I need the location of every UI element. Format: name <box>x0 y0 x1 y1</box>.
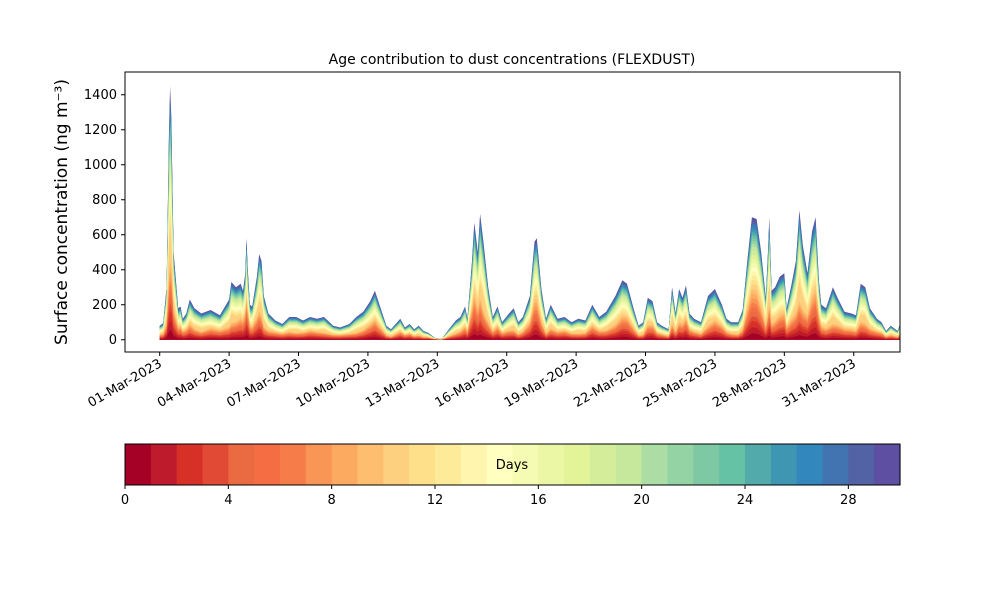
x-tick-label: 19-Mar-2023 <box>502 356 581 410</box>
colorbar-swatch <box>745 444 772 485</box>
x-tick-label: 25-Mar-2023 <box>641 356 720 410</box>
y-tick-label: 400 <box>92 263 117 278</box>
age-layer-2 <box>159 310 900 340</box>
plot-area <box>159 86 900 340</box>
age-layer-0 <box>159 329 900 340</box>
colorbar-label: Days <box>496 458 529 473</box>
colorbar-swatch <box>796 444 824 485</box>
y-tick-label: 200 <box>92 298 117 313</box>
colorbar-frame <box>124 443 901 486</box>
colorbar-swatch <box>564 444 591 485</box>
x-tick-label: 01-Mar-2023 <box>86 356 165 410</box>
chart-title: Age contribution to dust concentrations … <box>329 52 696 68</box>
colorbar-swatch <box>357 444 384 485</box>
plot-frame <box>124 71 901 353</box>
x-axis: 01-Mar-202304-Mar-202307-Mar-202310-Mar-… <box>86 352 859 411</box>
colorbar-swatch <box>512 444 539 485</box>
colorbar-swatch <box>460 444 488 485</box>
colorbar-swatch <box>305 444 333 485</box>
y-axis: 0 200 400 600 800 1000 1200 1400 <box>84 88 125 348</box>
colorbar-swatch <box>280 444 307 485</box>
colorbar-tick-label: 8 <box>328 493 336 508</box>
colorbar-tick-label: 4 <box>224 493 232 508</box>
colorbar-tick-label: 28 <box>840 493 857 508</box>
x-tick-label: 28-Mar-2023 <box>710 356 789 410</box>
colorbar-swatch <box>409 444 436 485</box>
x-tick-label: 04-Mar-2023 <box>155 356 234 410</box>
colorbar-swatch <box>615 444 643 485</box>
y-tick-label: 1000 <box>84 158 117 173</box>
y-tick-label: 800 <box>92 193 117 208</box>
colorbar-swatch <box>254 444 281 485</box>
x-tick-label: 31-Mar-2023 <box>780 356 859 410</box>
y-tick-label: 0 <box>109 333 117 348</box>
colorbar-swatch <box>176 444 204 485</box>
y-tick-label: 1200 <box>84 123 117 138</box>
age-layer-5 <box>159 288 900 340</box>
x-tick-label: 16-Mar-2023 <box>433 356 512 410</box>
colorbar-swatch <box>202 444 229 485</box>
x-tick-label: 13-Mar-2023 <box>363 356 442 410</box>
colorbar-tick-label: 20 <box>633 493 650 508</box>
colorbar-swatch <box>667 444 694 485</box>
colorbar-swatch <box>848 444 875 485</box>
x-tick-label: 10-Mar-2023 <box>294 356 373 410</box>
x-tick-label: 07-Mar-2023 <box>224 356 303 410</box>
colorbar-swatch <box>538 444 565 485</box>
colorbar-swatch <box>693 444 720 485</box>
colorbar-tick-label: 16 <box>530 493 547 508</box>
colorbar-swatch <box>125 444 152 485</box>
colorbar-swatch <box>435 444 462 485</box>
y-axis-label: Surface concentration (ng m⁻³) <box>52 79 72 345</box>
colorbar-tick-label: 24 <box>737 493 754 508</box>
x-tick-label: 22-Mar-2023 <box>571 356 650 410</box>
colorbar-swatch <box>383 444 410 485</box>
colorbar-swatch <box>770 444 798 485</box>
colorbar: 0 4 8 12 16 20 24 28 <box>121 443 901 508</box>
colorbar-swatch <box>874 444 901 485</box>
y-tick-label: 600 <box>92 228 117 243</box>
colorbar-swatch <box>719 444 746 485</box>
age-layer-6 <box>159 281 900 340</box>
age-layer-4 <box>159 295 900 340</box>
colorbar-tick-label: 12 <box>427 493 444 508</box>
colorbar-swatch <box>590 444 617 485</box>
colorbar-swatch <box>641 444 669 485</box>
colorbar-swatch <box>228 444 255 485</box>
colorbar-swatch <box>331 444 359 485</box>
y-tick-label: 1400 <box>84 88 117 103</box>
colorbar-swatch <box>150 444 178 485</box>
age-layer-3 <box>159 303 900 340</box>
colorbar-swatch <box>822 444 849 485</box>
colorbar-tick-label: 0 <box>121 493 129 508</box>
colorbar-swatch <box>486 444 514 485</box>
